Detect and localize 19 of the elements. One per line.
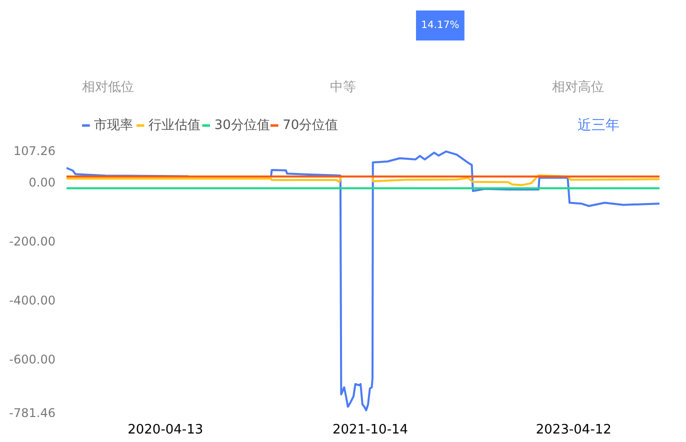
y-tick-label: 0.00	[28, 176, 56, 190]
text: 近三年	[578, 118, 620, 134]
line-series	[66, 174, 660, 186]
y-tick-label: 107.26	[14, 144, 56, 158]
y-tick-label: -200.00	[9, 234, 56, 249]
x-tick-label: 2023-04-12	[536, 422, 612, 438]
x-tick-label: 2020-04-13	[128, 422, 204, 438]
legend-label: 市现率	[94, 117, 134, 133]
legend-label: 30分位值	[214, 118, 270, 133]
text: 相对低位	[82, 80, 134, 95]
legend-label: 行业估值	[148, 118, 201, 133]
y-tick-label: -400.00	[9, 294, 56, 308]
text: 相对高位	[552, 79, 604, 95]
text: 14.17%	[421, 20, 460, 31]
x-tick-label: 2021-10-14	[332, 422, 408, 438]
y-tick-label: -781.46	[9, 406, 56, 420]
text: 中等	[330, 80, 356, 95]
y-tick-label: -600.00	[9, 352, 56, 367]
legend-label: 70分位值	[282, 118, 338, 133]
